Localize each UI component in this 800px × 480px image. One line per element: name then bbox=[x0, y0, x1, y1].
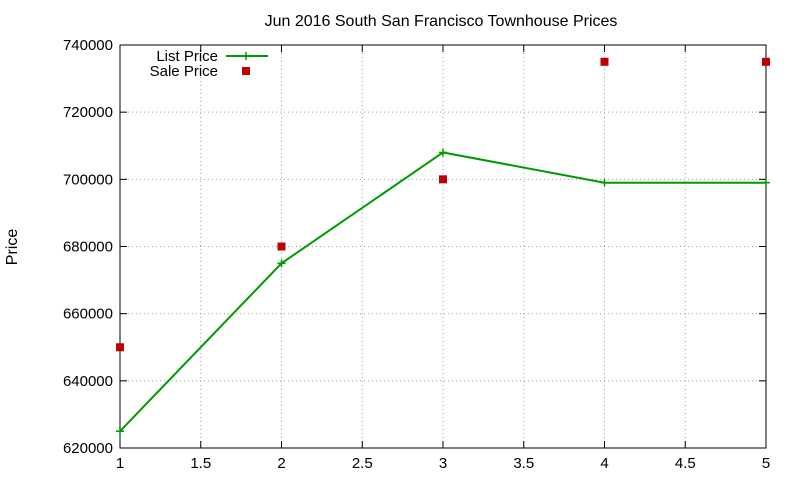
list-price-point bbox=[600, 178, 609, 187]
x-tick-label: 4 bbox=[600, 455, 608, 472]
y-axis-label: Price bbox=[4, 229, 21, 266]
y-tick-label: 720000 bbox=[63, 104, 113, 121]
y-tick-label: 700000 bbox=[63, 171, 113, 188]
x-tick-label: 1 bbox=[116, 455, 124, 472]
x-tick-label: 5 bbox=[762, 455, 770, 472]
sale-price-point bbox=[600, 57, 609, 66]
legend-label-list-price: List Price bbox=[156, 48, 218, 65]
x-tick-label: 3.5 bbox=[513, 455, 534, 472]
x-axis-ticks: 1 1.5 2 2.5 3 3.5 4 4.5 5 bbox=[116, 45, 770, 472]
y-tick-label: 680000 bbox=[63, 239, 113, 256]
list-price-point bbox=[762, 178, 770, 187]
y-axis-ticks: 620000 640000 660000 680000 700000 720000 7400… bbox=[63, 37, 766, 457]
sale-price-point bbox=[277, 242, 286, 251]
y-tick-label: 640000 bbox=[63, 373, 113, 390]
legend-marker-list-price bbox=[242, 52, 250, 60]
sale-price-point bbox=[439, 175, 447, 184]
sale-price-point bbox=[116, 343, 124, 352]
y-tick-label: 740000 bbox=[63, 37, 113, 54]
x-tick-label: 2.5 bbox=[352, 455, 373, 472]
x-tick-label: 1.5 bbox=[190, 455, 211, 472]
list-price-point bbox=[439, 148, 447, 157]
y-tick-label: 620000 bbox=[63, 440, 113, 457]
list-price-point bbox=[116, 427, 124, 436]
grid-lines bbox=[120, 45, 766, 448]
sale-price-series bbox=[116, 57, 770, 352]
legend-swatch-sale-price bbox=[242, 67, 250, 75]
chart-title: Jun 2016 South San Francisco Townhouse P… bbox=[265, 13, 618, 30]
series-layer bbox=[116, 57, 770, 436]
x-tick-label: 2 bbox=[277, 455, 285, 472]
legend-label-sale-price: Sale Price bbox=[150, 63, 218, 80]
list-price-point bbox=[277, 259, 286, 268]
y-tick-label: 660000 bbox=[63, 306, 113, 323]
x-tick-label: 3 bbox=[439, 455, 447, 472]
x-tick-label: 4.5 bbox=[675, 455, 696, 472]
sale-price-point bbox=[762, 57, 770, 66]
list-price-series bbox=[116, 148, 770, 436]
